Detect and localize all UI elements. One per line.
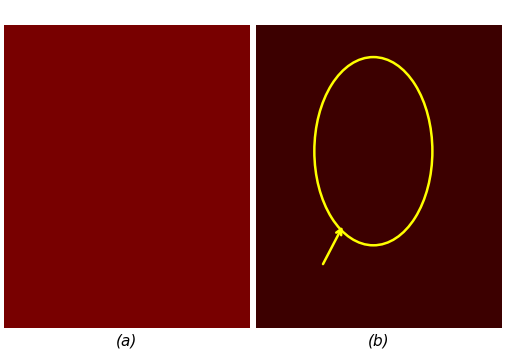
Text: (a): (a)	[116, 333, 137, 348]
Text: (b): (b)	[368, 333, 389, 348]
